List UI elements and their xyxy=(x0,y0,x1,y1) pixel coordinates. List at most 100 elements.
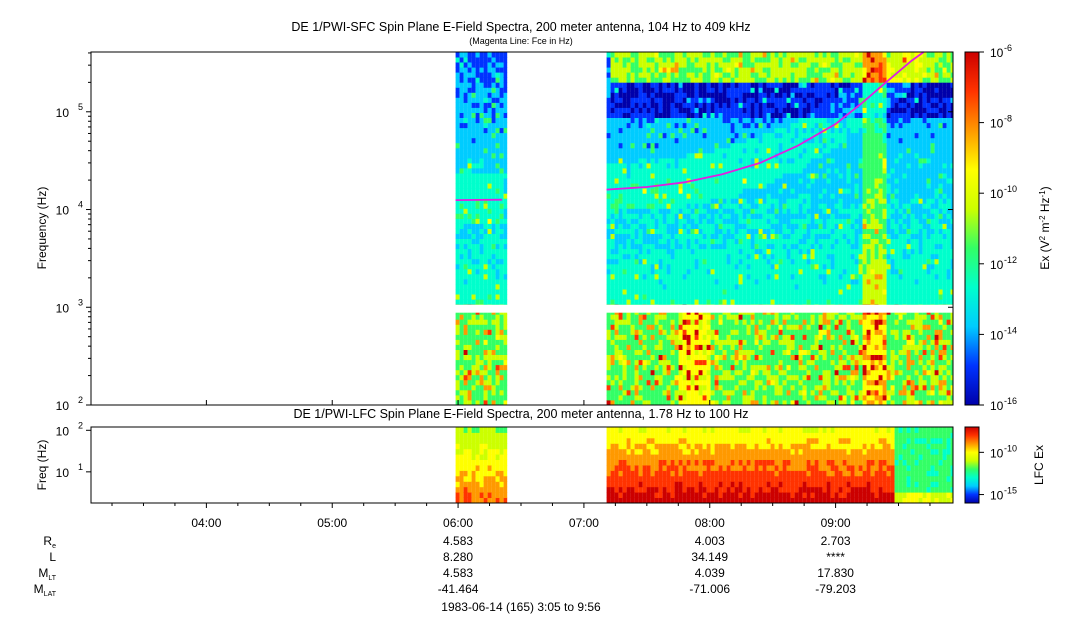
sfc-spectrogram-cell xyxy=(770,299,775,305)
sfc-spectrogram-cell xyxy=(674,278,679,285)
sfc-spectrogram-cell xyxy=(686,77,691,83)
sfc-spectrogram-cell xyxy=(758,213,763,219)
sfc-spectrogram-cell xyxy=(630,344,635,350)
sfc-spectrogram-cell xyxy=(650,162,655,169)
sfc-spectrogram-cell xyxy=(762,173,767,179)
sfc-spectrogram-cell xyxy=(694,289,699,295)
sfc-spectrogram-cell xyxy=(790,87,795,93)
sfc-spectrogram-cell xyxy=(818,294,823,300)
sfc-spectrogram-cell xyxy=(479,213,484,219)
sfc-spectrogram-cell xyxy=(646,268,651,275)
sfc-spectrogram-cell xyxy=(770,374,775,381)
sfc-spectrogram-cell xyxy=(499,208,504,214)
sfc-spectrogram-cell xyxy=(782,354,787,361)
sfc-spectrogram-cell xyxy=(491,203,496,209)
sfc-spectrogram-cell xyxy=(754,258,759,265)
sfc-spectrogram-cell xyxy=(782,258,787,265)
sfc-spectrogram-cell xyxy=(467,87,472,93)
sfc-spectrogram-cell xyxy=(495,268,500,275)
sfc-spectrogram-cell xyxy=(634,284,639,290)
sfc-spectrogram-cell xyxy=(786,178,791,184)
sfc-spectrogram-cell xyxy=(658,137,663,144)
sfc-spectrogram-cell xyxy=(790,248,795,255)
sfc-spectrogram-cell xyxy=(734,289,739,295)
sfc-spectrogram-cell xyxy=(718,52,723,58)
sfc-spectrogram-cell xyxy=(738,72,743,78)
sfc-spectrogram-cell xyxy=(758,263,763,270)
sfc-spectrogram-cell xyxy=(810,314,815,320)
sfc-spectrogram-cell xyxy=(754,102,759,108)
sfc-spectrogram-cell xyxy=(455,82,460,88)
sfc-spectrogram-cell xyxy=(714,72,719,78)
sfc-spectrogram-cell xyxy=(682,329,687,335)
sfc-spectrogram-cell xyxy=(606,67,611,73)
sfc-spectrogram-cell xyxy=(463,137,468,144)
sfc-spectrogram-cell xyxy=(742,122,747,129)
sfc-spectrogram-cell xyxy=(678,52,683,58)
sfc-spectrogram-cell xyxy=(814,294,819,300)
sfc-spectrogram-cell xyxy=(814,168,819,174)
sfc-spectrogram-cell xyxy=(766,77,771,83)
sfc-spectrogram-cell xyxy=(618,213,623,219)
sfc-spectrogram-cell xyxy=(742,284,747,290)
sfc-spectrogram-cell xyxy=(495,314,500,320)
sfc-spectrogram-cell xyxy=(694,369,699,376)
sfc-spectrogram-cell xyxy=(654,284,659,290)
sfc-spectrogram-cell xyxy=(754,218,759,224)
sfc-spectrogram-cell xyxy=(666,258,671,265)
sfc-spectrogram-cell xyxy=(622,198,627,204)
sfc-spectrogram-cell xyxy=(742,379,747,386)
sfc-spectrogram-cell xyxy=(467,384,472,391)
sfc-spectrogram-cell xyxy=(830,329,835,335)
sfc-spectrogram-cell xyxy=(794,284,799,290)
sfc-spectrogram-cell xyxy=(790,62,795,68)
sfc-spectrogram-cell xyxy=(499,152,504,159)
sfc-spectrogram-cell xyxy=(750,178,755,184)
sfc-spectrogram-cell xyxy=(654,178,659,184)
sfc-spectrogram-cell xyxy=(694,319,699,325)
sfc-spectrogram-cell xyxy=(814,379,819,386)
sfc-spectrogram-cell xyxy=(630,132,635,139)
sfc-spectrogram-cell xyxy=(634,122,639,129)
sfc-spectrogram-cell xyxy=(487,178,492,184)
sfc-spectrogram-cell xyxy=(495,253,500,260)
sfc-spectrogram-cell xyxy=(503,238,508,245)
sfc-spectrogram-cell xyxy=(826,369,831,376)
sfc-spectrogram-cell xyxy=(746,278,751,285)
sfc-spectrogram-cell xyxy=(650,243,655,250)
sfc-spectrogram-cell xyxy=(774,218,779,224)
sfc-spectrogram-cell xyxy=(479,132,484,139)
sfc-spectrogram-cell xyxy=(666,354,671,361)
sfc-spectrogram-cell xyxy=(690,142,695,149)
sfc-spectrogram-cell xyxy=(634,233,639,239)
sfc-spectrogram-cell xyxy=(830,228,835,234)
sfc-spectrogram-cell xyxy=(810,162,815,169)
sfc-spectrogram-cell xyxy=(730,289,735,295)
sfc-spectrogram-cell xyxy=(658,289,663,295)
sfc-spectrogram-cell xyxy=(666,314,671,320)
sfc-spectrogram-cell xyxy=(814,157,819,164)
sfc-spectrogram-cell xyxy=(658,147,663,154)
sfc-spectrogram-cell xyxy=(622,107,627,113)
sfc-spectrogram-cell xyxy=(682,339,687,345)
sfc-spectrogram-cell xyxy=(826,117,831,124)
sfc-spectrogram-cell xyxy=(734,349,739,355)
sfc-spectrogram-cell xyxy=(710,112,715,118)
sfc-spectrogram-cell xyxy=(650,374,655,381)
sfc-spectrogram-cell xyxy=(818,253,823,260)
sfc-spectrogram-cell xyxy=(642,379,647,386)
sfc-spectrogram-cell xyxy=(778,258,783,265)
sfc-spectrogram-cell xyxy=(614,329,619,335)
sfc-spectrogram-cell xyxy=(770,379,775,386)
sfc-spectrogram-cell xyxy=(754,122,759,129)
sfc-spectrogram-cell xyxy=(471,92,476,98)
sfc-spectrogram-cell xyxy=(646,157,651,164)
sfc-spectrogram-cell xyxy=(610,193,615,199)
sfc-spectrogram-cell xyxy=(638,278,643,285)
sfc-spectrogram-cell xyxy=(467,188,472,194)
sfc-spectrogram-cell xyxy=(814,147,819,154)
sfc-spectrogram-cell xyxy=(662,107,667,113)
sfc-spectrogram-cell xyxy=(467,218,472,224)
sfc-spectrogram-cell xyxy=(650,289,655,295)
sfc-spectrogram-cell xyxy=(762,62,767,68)
